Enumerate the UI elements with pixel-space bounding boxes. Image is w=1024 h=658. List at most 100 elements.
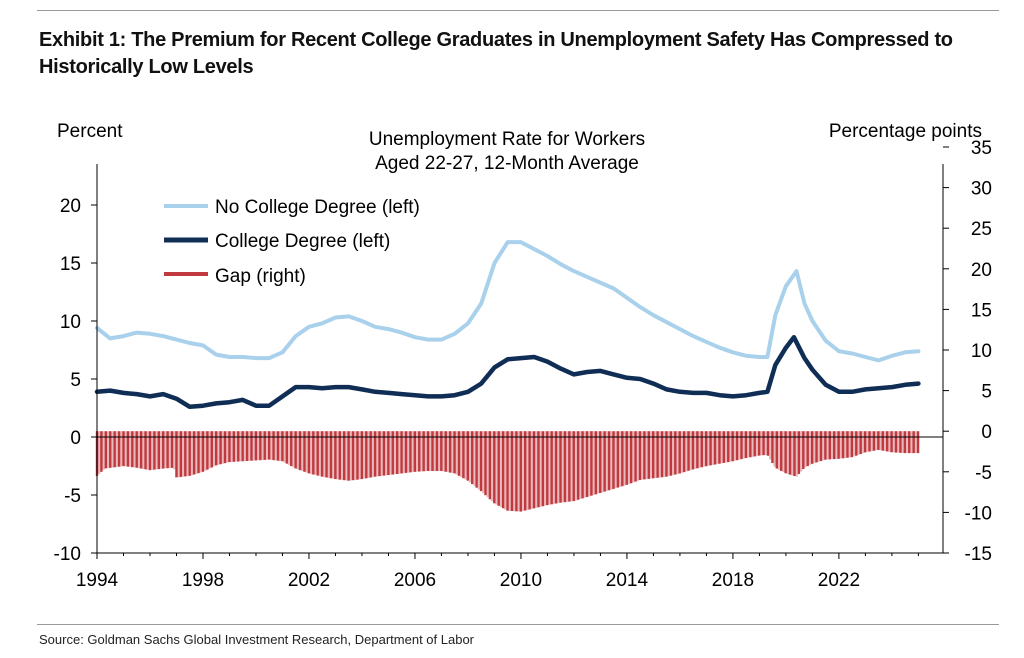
gap-bar	[126, 431, 130, 467]
right-axis-label: Percentage points	[829, 121, 982, 142]
gap-bar	[497, 431, 500, 506]
gap-bar	[590, 431, 593, 496]
gap-bar	[367, 431, 370, 478]
gap-bar	[718, 431, 721, 464]
gap-bar	[643, 431, 646, 480]
gap-bar	[716, 431, 719, 465]
gap-bar	[583, 431, 586, 498]
gap-bar	[824, 431, 827, 460]
gap-bar	[797, 431, 801, 475]
gap-bar	[166, 431, 169, 469]
right-tick-label: -15	[965, 544, 992, 565]
gap-bar	[786, 431, 790, 475]
gap-bar	[270, 431, 273, 460]
gap-bar	[294, 431, 297, 469]
gap-bar	[693, 431, 697, 469]
gap-bar	[791, 431, 794, 476]
gap-bar	[448, 431, 452, 473]
gap-bar	[550, 431, 553, 505]
gap-bar	[894, 431, 898, 453]
gap-bar	[418, 431, 421, 472]
gap-bar	[528, 431, 531, 510]
gap-bar	[581, 431, 584, 499]
gap-bar	[667, 431, 670, 477]
left-tick-label: -10	[54, 544, 81, 565]
gap-bar	[331, 431, 335, 479]
gap-bar	[627, 431, 631, 485]
gap-bar	[709, 431, 712, 466]
gap-bar	[826, 431, 829, 460]
gap-bar	[464, 431, 467, 480]
gap-bar	[113, 431, 116, 468]
gap-bar	[459, 431, 463, 477]
gap-bar	[437, 431, 441, 471]
gap-bar	[897, 431, 900, 453]
gap-bar	[596, 431, 600, 494]
gap-bar	[197, 431, 200, 474]
gap-bar	[773, 431, 776, 467]
gap-bar	[468, 431, 472, 483]
gap-bar	[274, 431, 277, 461]
gap-bar	[757, 431, 761, 456]
left-tick-label: 0	[70, 428, 81, 449]
gap-bar	[221, 431, 225, 464]
gap-bar	[700, 431, 703, 468]
gap-bar	[237, 431, 240, 462]
gap-bar	[621, 431, 624, 487]
gap-bar	[305, 431, 308, 473]
gap-bar	[248, 431, 251, 461]
gap-bar	[98, 431, 101, 474]
legend-label-gap: Gap (right)	[215, 266, 306, 287]
gap-bar	[552, 431, 556, 504]
gap-bar	[892, 431, 895, 453]
chart-title-line-1: Unemployment Rate for Workers	[369, 129, 645, 150]
gap-bar	[252, 431, 255, 461]
gap-bar	[422, 431, 425, 472]
gap-bar	[676, 431, 679, 475]
gap-bar	[585, 431, 589, 498]
gap-bar	[592, 431, 595, 495]
gap-bar	[301, 431, 304, 471]
no-college-line	[95, 240, 921, 363]
gap-bar	[440, 431, 443, 471]
gap-bar	[380, 431, 383, 476]
gap-bar	[217, 431, 220, 465]
gap-bar	[793, 431, 796, 477]
gap-bar	[208, 431, 211, 469]
gap-bar	[755, 431, 759, 457]
gap-bar	[722, 431, 726, 463]
gap-bar	[634, 431, 637, 482]
gap-bar	[629, 431, 633, 484]
gap-bar	[599, 431, 602, 493]
gap-bar	[746, 431, 750, 458]
gap-bar	[398, 431, 401, 474]
gap-bar	[378, 431, 381, 477]
gap-bar	[616, 431, 620, 488]
gap-bar	[243, 431, 247, 462]
gap-bar	[338, 431, 341, 480]
gap-bar	[656, 431, 659, 478]
gap-bar	[568, 431, 571, 502]
gap-bar	[318, 431, 322, 477]
right-tick-label: 20	[971, 260, 992, 281]
gap-bar	[711, 431, 714, 465]
gap-bar	[612, 431, 615, 489]
gap-bar	[144, 431, 147, 470]
gap-bar	[727, 431, 730, 463]
gap-bar	[177, 431, 180, 478]
gap-bar	[804, 431, 807, 468]
gap-bar	[782, 431, 785, 473]
right-tick-label: 15	[971, 300, 992, 321]
gap-bar	[179, 431, 183, 477]
gap-bar	[517, 431, 520, 512]
gap-bar	[279, 431, 282, 461]
gap-bar	[490, 431, 494, 502]
gap-bar	[678, 431, 681, 474]
gap-bar	[857, 431, 860, 455]
gap-bar	[877, 431, 880, 450]
gap-bar	[212, 431, 216, 467]
x-tick-label: 1994	[76, 570, 119, 591]
gap-bar	[863, 431, 867, 453]
gap-bar	[846, 431, 849, 458]
gap-bar	[828, 431, 831, 460]
